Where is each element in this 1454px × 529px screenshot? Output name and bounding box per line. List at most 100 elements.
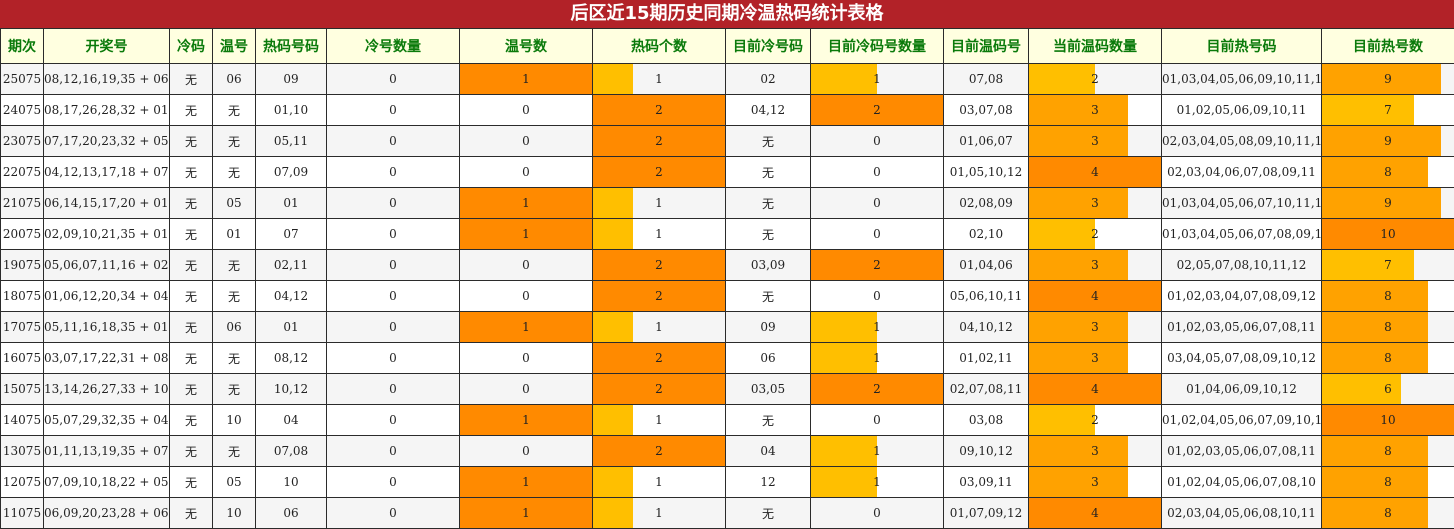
current-hot-cell: 01,03,04,05,06,07,10,11,12 xyxy=(1161,187,1322,219)
value-bar xyxy=(1029,374,1161,404)
cold-code-cell: 无 xyxy=(169,404,213,436)
value-label: 8 xyxy=(1384,506,1392,520)
hot-code-cell: 07,09 xyxy=(255,156,327,188)
draw-number-cell: 13,14,26,27,33 + 10,12 xyxy=(43,373,170,405)
warm-count-cell: 1 xyxy=(459,218,593,250)
header-row: 期次 开奖号 冷码 温号 热码号码 冷号数量 温号数 热码个数 目前冷号码 目前冷码号数量 目前温码… xyxy=(0,28,1454,64)
current-hot-cell: 01,02,04,05,06,07,09,10,11,12 xyxy=(1161,404,1322,436)
value-label: 2 xyxy=(1091,227,1099,241)
value-label: 2 xyxy=(655,289,663,303)
warm-count-cell: 1 xyxy=(459,497,593,529)
column-header: 冷号数量 xyxy=(326,28,460,64)
value-label: 10 xyxy=(1380,227,1396,241)
value-label: 1 xyxy=(873,72,881,86)
value-label: 1 xyxy=(655,196,663,210)
current-hot-cell: 01,02,04,05,06,07,08,10 xyxy=(1161,466,1322,498)
cold-code-cell: 无 xyxy=(169,249,213,281)
current-cold-count-cell: 1 xyxy=(810,311,944,343)
column-header: 期次 xyxy=(0,28,44,64)
current-warm-cell: 09,10,12 xyxy=(943,435,1029,467)
hot-code-cell: 04,12 xyxy=(255,280,327,312)
cold-code-cell: 无 xyxy=(169,466,213,498)
hot-count-cell: 2 xyxy=(592,280,726,312)
value-bar xyxy=(1322,374,1402,404)
value-label: 1 xyxy=(522,72,530,86)
value-bar xyxy=(593,64,633,94)
hot-count-cell: 2 xyxy=(592,156,726,188)
current-warm-cell: 02,07,08,11 xyxy=(943,373,1029,405)
value-label: 9 xyxy=(1384,196,1392,210)
cold-code-cell: 无 xyxy=(169,156,213,188)
current-warm-cell: 01,05,10,12 xyxy=(943,156,1029,188)
value-bar xyxy=(593,436,725,466)
issue-cell: 12075 xyxy=(0,466,44,498)
cold-count-cell: 0 xyxy=(326,466,460,498)
current-hot-cell: 02,03,04,05,06,08,10,11 xyxy=(1161,497,1322,529)
value-label: 7 xyxy=(1384,258,1392,272)
value-bar xyxy=(460,219,592,249)
warm-count-cell: 1 xyxy=(459,187,593,219)
warm-code-cell: 无 xyxy=(212,94,256,126)
issue-cell: 24075 xyxy=(0,94,44,126)
current-cold-count-cell: 0 xyxy=(810,187,944,219)
value-bar xyxy=(1322,343,1428,373)
issue-cell: 16075 xyxy=(0,342,44,374)
value-label: 1 xyxy=(873,475,881,489)
value-bar xyxy=(1322,312,1428,342)
value-label: 2 xyxy=(873,382,881,396)
warm-code-cell: 10 xyxy=(212,497,256,529)
value-bar xyxy=(811,64,877,94)
value-label: 4 xyxy=(1091,165,1099,179)
current-hot-count-cell: 8 xyxy=(1321,311,1454,343)
value-label: 1 xyxy=(522,506,530,520)
value-label: 3 xyxy=(1091,351,1099,365)
current-warm-cell: 01,02,11 xyxy=(943,342,1029,374)
warm-code-cell: 无 xyxy=(212,373,256,405)
warm-count-cell: 0 xyxy=(459,280,593,312)
value-label: 2 xyxy=(655,382,663,396)
cold-count-cell: 0 xyxy=(326,342,460,374)
cold-code-cell: 无 xyxy=(169,94,213,126)
value-label: 2 xyxy=(655,134,663,148)
current-hot-count-cell: 10 xyxy=(1321,218,1454,250)
issue-cell: 19075 xyxy=(0,249,44,281)
value-bar xyxy=(593,157,725,187)
cold-code-cell: 无 xyxy=(169,373,213,405)
hot-count-cell: 2 xyxy=(592,94,726,126)
value-label: 9 xyxy=(1384,134,1392,148)
cold-code-cell: 无 xyxy=(169,280,213,312)
value-bar xyxy=(593,405,633,435)
current-warm-cell: 07,08 xyxy=(943,63,1029,95)
value-bar xyxy=(1029,343,1128,373)
current-hot-cell: 01,03,04,05,06,07,08,09,11,12 xyxy=(1161,218,1322,250)
value-bar xyxy=(593,343,725,373)
value-bar xyxy=(593,126,725,156)
issue-cell: 17075 xyxy=(0,311,44,343)
draw-number-cell: 05,07,29,32,35 + 04,10 xyxy=(43,404,170,436)
current-warm-cell: 03,08 xyxy=(943,404,1029,436)
warm-count-cell: 1 xyxy=(459,311,593,343)
issue-cell: 14075 xyxy=(0,404,44,436)
current-hot-count-cell: 8 xyxy=(1321,280,1454,312)
value-bar xyxy=(1029,188,1128,218)
issue-cell: 25075 xyxy=(0,63,44,95)
value-label: 1 xyxy=(655,506,663,520)
current-warm-cell: 01,06,07 xyxy=(943,125,1029,157)
cold-count-cell: 0 xyxy=(326,63,460,95)
value-label: 1 xyxy=(655,413,663,427)
value-label: 2 xyxy=(873,103,881,117)
current-cold-cell: 12 xyxy=(725,466,811,498)
current-hot-count-cell: 8 xyxy=(1321,497,1454,529)
warm-code-cell: 06 xyxy=(212,311,256,343)
value-bar xyxy=(1322,219,1454,249)
column-header: 目前温码号 xyxy=(943,28,1029,64)
value-label: 2 xyxy=(655,103,663,117)
